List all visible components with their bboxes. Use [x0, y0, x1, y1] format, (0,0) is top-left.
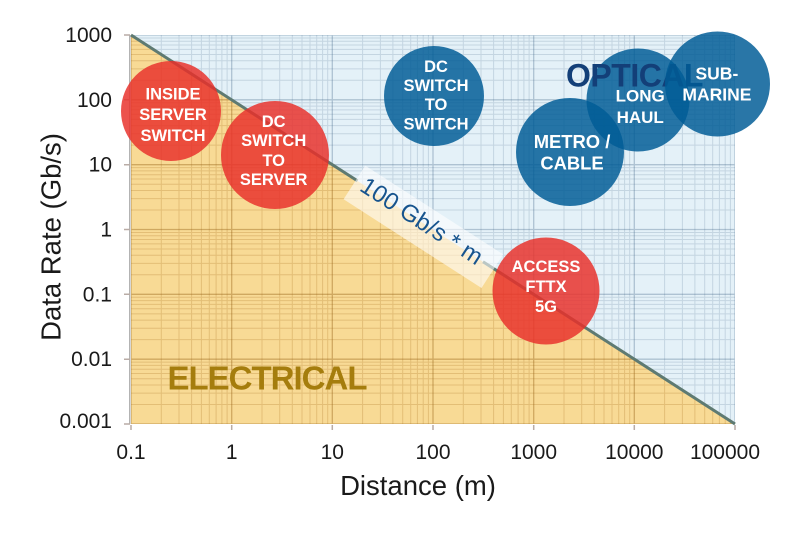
svg-text:SERVER: SERVER [240, 171, 308, 189]
svg-text:10: 10 [321, 441, 344, 464]
svg-text:0.1: 0.1 [83, 283, 112, 306]
svg-text:SERVER: SERVER [139, 106, 207, 124]
svg-text:1000: 1000 [65, 24, 112, 47]
svg-text:INSIDE: INSIDE [145, 85, 200, 103]
svg-text:1: 1 [226, 441, 238, 464]
svg-text:CABLE: CABLE [540, 153, 603, 174]
svg-text:SWITCH: SWITCH [403, 77, 468, 95]
svg-text:100000: 100000 [690, 441, 760, 464]
svg-text:0.001: 0.001 [59, 410, 112, 433]
svg-text:SWITCH: SWITCH [140, 127, 205, 145]
svg-text:METRO /: METRO / [534, 131, 611, 152]
svg-text:100: 100 [77, 89, 112, 112]
svg-text:ACCESS: ACCESS [512, 258, 581, 276]
svg-text:LONG: LONG [616, 87, 665, 106]
svg-text:5G: 5G [535, 298, 557, 316]
svg-text:1: 1 [100, 219, 112, 242]
svg-text:100: 100 [415, 441, 450, 464]
svg-text:SWITCH: SWITCH [241, 132, 306, 150]
svg-text:MARINE: MARINE [682, 84, 751, 104]
svg-text:TO: TO [425, 96, 448, 114]
svg-text:FTTX: FTTX [525, 278, 566, 296]
svg-text:10000: 10000 [605, 441, 663, 464]
svg-text:DC: DC [262, 113, 286, 131]
svg-text:DC: DC [424, 58, 448, 76]
svg-text:TO: TO [262, 152, 285, 170]
svg-text:SUB-: SUB- [696, 63, 739, 83]
svg-text:Data Rate (Gb/s): Data Rate (Gb/s) [36, 133, 67, 341]
svg-text:Distance (m): Distance (m) [340, 470, 496, 501]
svg-text:1000: 1000 [510, 441, 557, 464]
svg-text:SWITCH: SWITCH [403, 115, 468, 133]
svg-text:ELECTRICAL: ELECTRICAL [168, 360, 368, 397]
svg-text:HAUL: HAUL [617, 108, 664, 127]
svg-text:0.1: 0.1 [116, 441, 145, 464]
svg-text:0.01: 0.01 [71, 348, 112, 371]
svg-text:10: 10 [89, 154, 112, 177]
